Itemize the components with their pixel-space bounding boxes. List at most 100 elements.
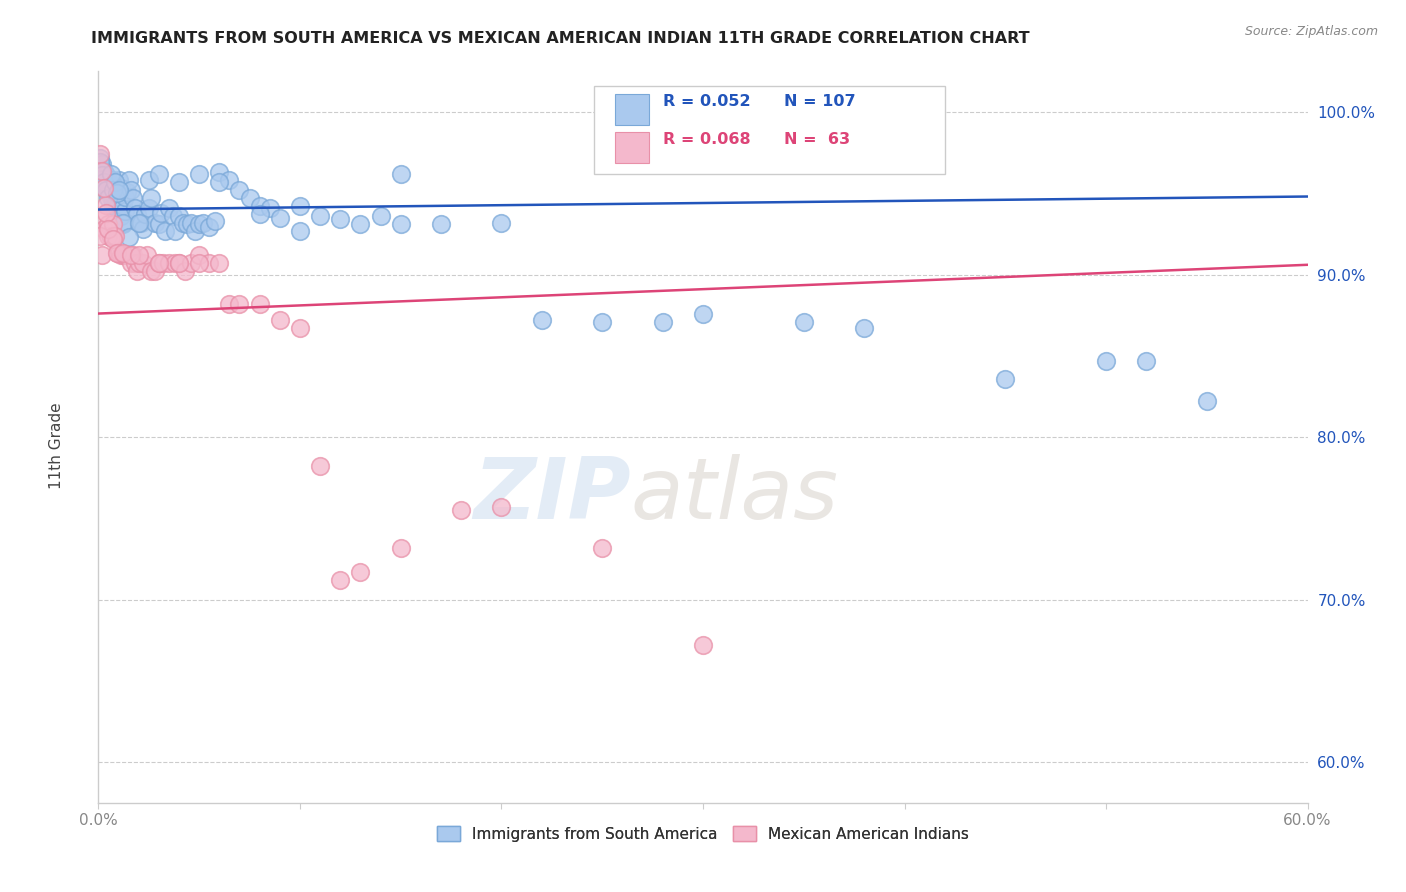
Point — [152, 256, 174, 270]
Point — [174, 264, 197, 278]
Point — [118, 248, 141, 262]
Point — [167, 175, 190, 189]
Point — [124, 256, 146, 270]
Point — [107, 173, 129, 187]
Point — [349, 565, 371, 579]
Point — [121, 191, 143, 205]
Point — [143, 264, 166, 278]
Point — [111, 215, 134, 229]
Point — [101, 194, 124, 209]
Point — [288, 321, 311, 335]
Point — [148, 217, 170, 231]
Point — [89, 212, 111, 227]
Point — [103, 197, 125, 211]
Point — [138, 173, 160, 187]
Point — [115, 248, 138, 262]
Point — [125, 207, 148, 221]
Point — [1095, 353, 1118, 368]
Point — [239, 191, 262, 205]
Point — [349, 217, 371, 231]
Point — [180, 215, 202, 229]
Point — [218, 173, 240, 187]
Point — [329, 573, 352, 587]
Point — [389, 541, 412, 555]
Point — [107, 189, 129, 203]
Point — [491, 500, 513, 514]
Text: atlas: atlas — [630, 454, 838, 537]
Point — [100, 178, 122, 193]
Point — [97, 217, 120, 231]
Point — [249, 199, 271, 213]
Point — [107, 183, 129, 197]
Point — [118, 173, 141, 187]
Text: Source: ZipAtlas.com: Source: ZipAtlas.com — [1244, 25, 1378, 38]
Point — [184, 224, 207, 238]
Point — [853, 321, 876, 335]
Legend: Immigrants from South America, Mexican American Indians: Immigrants from South America, Mexican A… — [430, 820, 976, 847]
Text: N = 107: N = 107 — [785, 94, 856, 109]
Point — [128, 248, 150, 262]
Point — [91, 169, 114, 183]
Point — [430, 217, 453, 231]
Point — [269, 313, 291, 327]
Point — [97, 175, 120, 189]
Point — [157, 201, 180, 215]
Point — [101, 228, 124, 243]
Point — [148, 167, 170, 181]
Point — [107, 196, 129, 211]
Point — [120, 256, 142, 270]
Point — [111, 248, 134, 262]
Point — [188, 167, 211, 181]
Point — [93, 169, 115, 184]
Point — [218, 297, 240, 311]
Point — [148, 256, 170, 270]
Point — [530, 313, 553, 327]
Point — [97, 171, 120, 186]
Point — [110, 181, 132, 195]
FancyBboxPatch shape — [614, 132, 648, 163]
Point — [103, 228, 125, 243]
Point — [89, 147, 111, 161]
Point — [591, 541, 613, 555]
Text: R = 0.052: R = 0.052 — [664, 94, 751, 109]
Point — [198, 220, 221, 235]
Point — [111, 217, 134, 231]
Point — [389, 167, 412, 181]
Point — [167, 209, 190, 223]
Point — [93, 163, 115, 178]
Point — [105, 186, 128, 201]
Point — [128, 256, 150, 270]
Point — [389, 217, 412, 231]
Point — [128, 215, 150, 229]
Point — [111, 246, 134, 260]
Point — [172, 215, 194, 229]
Point — [208, 175, 231, 189]
Point — [100, 185, 122, 199]
Point — [111, 199, 134, 213]
Point — [120, 248, 142, 262]
Point — [692, 307, 714, 321]
Point — [180, 256, 202, 270]
Point — [157, 256, 180, 270]
Point — [994, 371, 1017, 385]
Point — [134, 207, 156, 221]
Point — [163, 224, 186, 238]
Point — [103, 183, 125, 197]
Point — [89, 228, 111, 243]
Point — [101, 183, 124, 197]
Point — [89, 155, 111, 169]
Point — [1135, 353, 1157, 368]
Point — [269, 211, 291, 225]
Point — [139, 191, 162, 205]
Point — [96, 206, 118, 220]
Point — [692, 638, 714, 652]
Point — [249, 297, 271, 311]
Point — [139, 264, 162, 278]
Text: IMMIGRANTS FROM SOUTH AMERICA VS MEXICAN AMERICAN INDIAN 11TH GRADE CORRELATION : IMMIGRANTS FROM SOUTH AMERICA VS MEXICAN… — [91, 31, 1031, 46]
Point — [110, 248, 132, 262]
Point — [129, 215, 152, 229]
Point — [198, 256, 221, 270]
Point — [793, 315, 815, 329]
Point — [188, 256, 211, 270]
Point — [91, 157, 114, 171]
